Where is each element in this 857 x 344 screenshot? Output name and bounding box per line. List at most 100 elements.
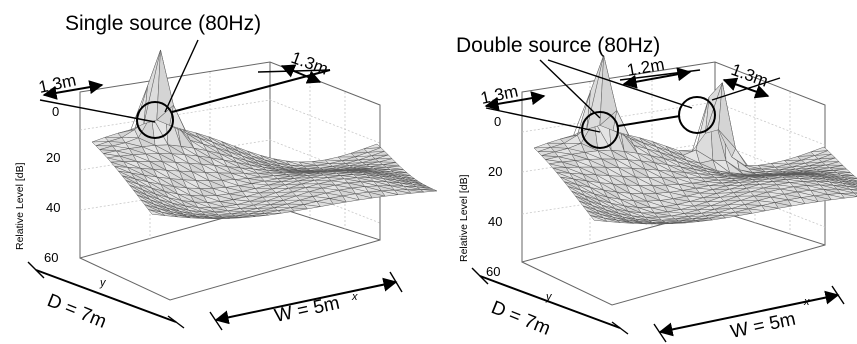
mesh-diagonal (142, 146, 159, 154)
mesh-diagonal (806, 172, 824, 174)
mesh-diagonal (735, 211, 753, 214)
mesh-diagonal (231, 172, 248, 179)
mesh-diagonal (136, 161, 154, 170)
mesh-diagonal (648, 177, 666, 186)
mesh-diagonal (166, 207, 184, 215)
mesh-diagonal (99, 149, 117, 152)
floor-edge (521, 244, 826, 306)
tick-20: 20 (46, 150, 60, 165)
mesh-diagonal (184, 154, 202, 165)
mesh-diagonal (164, 191, 182, 201)
mesh-diagonal (560, 134, 578, 140)
mesh-diagonal (251, 155, 269, 164)
mesh-diagonal (371, 154, 389, 157)
mesh-diagonal (714, 208, 732, 210)
mesh-diagonal (586, 210, 604, 219)
mesh-diagonal (364, 147, 381, 150)
mesh-diagonal (149, 199, 167, 209)
mesh-diagonal (795, 175, 813, 179)
title-leader-line-b (547, 59, 693, 109)
mesh-diagonal (353, 166, 370, 168)
mesh-diagonal (661, 177, 679, 185)
mesh-diagonal (375, 173, 393, 178)
mesh-diagonal (314, 179, 332, 182)
mesh-diagonal (241, 155, 259, 164)
mesh-diagonal (249, 164, 267, 171)
mesh-diagonal (405, 178, 423, 184)
mesh-diagonal (595, 209, 613, 218)
mesh-diagonal (761, 168, 779, 171)
mesh-diagonal (394, 189, 412, 194)
source-circle-b (678, 96, 716, 134)
mesh-diagonal (803, 181, 821, 186)
mesh-diagonal (823, 189, 841, 194)
mesh-diagonal (162, 161, 180, 172)
mesh-diagonal (739, 181, 757, 183)
mesh-diagonal (723, 199, 741, 202)
mesh-diagonal (609, 175, 627, 186)
mesh-diagonal (789, 182, 807, 186)
mesh-diagonal (338, 189, 356, 194)
mesh-diagonal (147, 181, 165, 192)
mesh-diagonal (260, 155, 278, 164)
floor-edge (79, 239, 381, 301)
mesh-diagonal (761, 205, 779, 209)
mesh-diagonal (597, 150, 616, 160)
mesh-diagonal (205, 214, 223, 218)
mesh-diagonal (818, 175, 836, 179)
mesh-diagonal (752, 172, 770, 174)
depth-tick-end (611, 321, 629, 335)
mesh-diagonal (556, 172, 574, 180)
mesh-diagonal (716, 192, 734, 194)
mesh-diagonal (214, 164, 232, 174)
mesh-diagonal (665, 184, 683, 191)
mesh-diagonal (782, 176, 800, 179)
mesh-diagonal (225, 146, 243, 157)
mesh-diagonal (823, 172, 841, 176)
title-leader-line (164, 39, 199, 113)
mesh-diagonal (626, 134, 644, 144)
mesh-diagonal (229, 193, 247, 197)
mesh-diagonal (225, 187, 243, 192)
mesh-diagonal (306, 168, 324, 170)
mesh-diagonal (631, 167, 649, 178)
mesh-diagonal (353, 174, 371, 178)
mesh-diagonal (641, 212, 659, 218)
mesh-diagonal (182, 129, 200, 139)
mesh-diagonal (242, 191, 260, 194)
mesh-diagonal (580, 143, 599, 151)
mesh-diagonal (397, 174, 415, 179)
mesh-diagonal (593, 193, 612, 204)
tick-40: 40 (46, 200, 60, 215)
mesh-diagonal (627, 211, 645, 218)
mesh-diagonal (586, 180, 604, 191)
mesh-diagonal (190, 195, 208, 203)
mesh-diagonal (658, 169, 676, 179)
mesh-diagonal (357, 177, 374, 182)
mesh-diagonal (673, 155, 691, 166)
mesh-diagonal (227, 166, 245, 174)
mesh-diagonal (340, 168, 357, 170)
mesh-diagonal (552, 167, 570, 174)
mesh-diagonal (575, 160, 593, 168)
mesh-diagonal (582, 205, 600, 215)
mesh-diagonal (227, 210, 245, 212)
axis-letter-x: x (351, 291, 358, 303)
mesh-diagonal (612, 130, 631, 139)
depth-label: D = 7m (488, 297, 553, 340)
mesh-diagonal (390, 169, 408, 174)
mesh-diagonal (831, 176, 849, 181)
mesh-diagonal (562, 161, 580, 168)
mesh-diagonal (267, 163, 285, 169)
mesh-diagonal (667, 164, 685, 173)
mesh-diagonal (565, 167, 583, 175)
mesh-diagonal (420, 189, 438, 192)
mesh-diagonal (567, 148, 585, 153)
mesh-diagonal (838, 180, 856, 186)
mesh-diagonal (656, 146, 674, 157)
dim-label-right: 1.3m (289, 48, 331, 79)
axis-letter-y: y (99, 277, 107, 289)
mesh-diagonal (91, 141, 109, 143)
dim-label-right: 1.3m (729, 60, 771, 91)
mesh-diagonal (614, 208, 632, 216)
